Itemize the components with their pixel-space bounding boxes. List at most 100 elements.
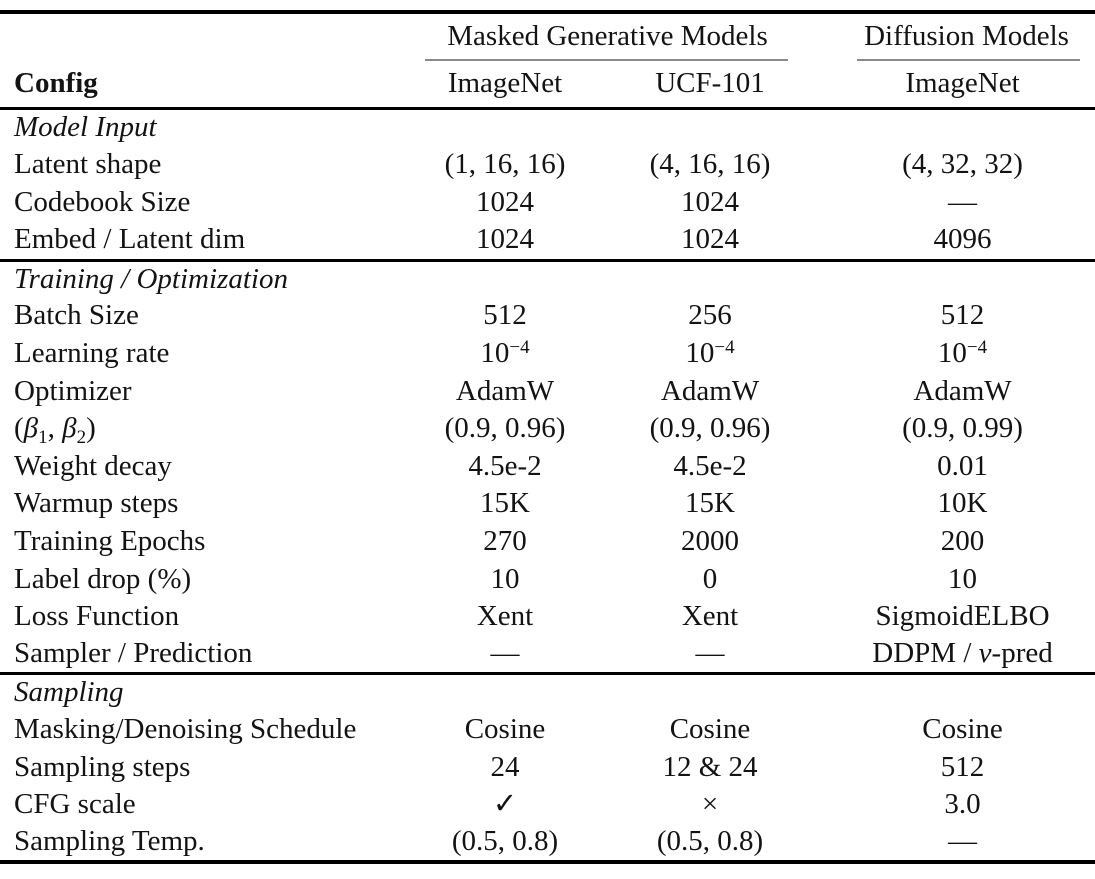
group-header-diffusion: Diffusion Models xyxy=(864,19,1069,52)
row-weight-decay: Weight decay 4.5e-2 4.5e-2 0.01 xyxy=(0,448,1095,486)
row-label: Optimizer xyxy=(14,374,132,407)
cell-value: 4.5e-2 xyxy=(468,449,542,482)
lr-base: 10 xyxy=(480,337,510,370)
row-label: Sampler / Prediction xyxy=(14,637,253,670)
row-latent-shape: Latent shape (1, 16, 16) (4, 16, 16) (4,… xyxy=(0,146,1095,184)
cell-value: Xent xyxy=(681,600,739,633)
section-title-sampling: Sampling xyxy=(14,676,124,709)
row-label: CFG scale xyxy=(14,788,136,821)
row-label: Codebook Size xyxy=(14,186,191,219)
cell-value: 10−4 xyxy=(830,335,1095,373)
row-label: Sampling steps xyxy=(14,750,191,783)
row-warmup-steps: Warmup steps 15K 15K 10K xyxy=(0,486,1095,524)
cell-value: 1024 xyxy=(476,186,534,219)
cell-value: 512 xyxy=(940,750,985,783)
cmidrule-masked-generative xyxy=(425,59,789,61)
cell-value: 10−4 xyxy=(590,335,830,373)
row-betas: (β1, β2) (0.9, 0.96) (0.9, 0.96) (0.9, 0… xyxy=(0,410,1095,448)
row-learning-rate: Learning rate 10−4 10−4 10−4 xyxy=(0,335,1095,373)
cell-value: 15K xyxy=(480,487,530,520)
row-sampling-temp: Sampling Temp. (0.5, 0.8) (0.5, 0.8) — xyxy=(0,824,1095,862)
beta1-subscript: 1 xyxy=(38,426,48,448)
row-embed-latent-dim: Embed / Latent dim 1024 1024 4096 xyxy=(0,222,1095,260)
cell-value: (0.9, 0.96) xyxy=(649,412,771,445)
config-column-header: Config xyxy=(14,66,98,99)
row-label: Loss Function xyxy=(14,600,180,633)
cell-value: 1024 xyxy=(476,223,534,256)
section-title-row: Sampling xyxy=(0,674,1095,712)
cell-value: SigmoidELBO xyxy=(875,600,1050,633)
cell-value: 0.01 xyxy=(937,449,988,482)
cell-value: 12 & 24 xyxy=(662,750,758,783)
cell-value: — xyxy=(490,637,520,670)
beta-open-paren: ( xyxy=(14,412,24,445)
cell-value: (4, 32, 32) xyxy=(902,148,1023,181)
row-optimizer: Optimizer AdamW AdamW AdamW xyxy=(0,373,1095,411)
cell-value: 10 xyxy=(490,562,520,595)
cell-value: (0.9, 0.96) xyxy=(444,412,566,445)
lr-base: 10 xyxy=(937,337,967,370)
empty-corner-cell xyxy=(0,12,420,59)
cell-value: (0.5, 0.8) xyxy=(656,824,764,857)
section-training-optimization: Training / Optimization Batch Size 512 2… xyxy=(0,260,1095,674)
col-header-mgm-imagenet: ImageNet xyxy=(447,66,563,99)
cell-value: 1024 xyxy=(681,186,739,219)
section-title-row: Training / Optimization xyxy=(0,260,1095,298)
sampler-pre-text: DDPM / xyxy=(872,637,979,670)
row-label: Sampling Temp. xyxy=(14,824,205,857)
cmidrule-row xyxy=(0,59,1095,61)
row-loss-function: Loss Function Xent Xent SigmoidELBO xyxy=(0,598,1095,636)
beta-separator: , xyxy=(47,412,63,445)
cell-value: — xyxy=(948,186,978,219)
column-header-row: Config ImageNet UCF-101 ImageNet xyxy=(0,61,1095,108)
row-label: Latent shape xyxy=(14,148,162,181)
row-cfg-scale: CFG scale ✓ × 3.0 xyxy=(0,786,1095,824)
row-sampler-prediction: Sampler / Prediction — — DDPM / v-pred xyxy=(0,636,1095,674)
col-header-dm-imagenet: ImageNet xyxy=(905,66,1020,99)
cell-value: — xyxy=(695,637,725,670)
cell-value: Cosine xyxy=(669,712,751,745)
cell-value: AdamW xyxy=(913,374,1012,407)
v-pred-symbol: v xyxy=(978,637,992,670)
row-label: Training Epochs xyxy=(14,525,206,557)
cell-value: 10K xyxy=(937,487,988,520)
cell-value: Xent xyxy=(476,600,534,633)
lr-exponent: −4 xyxy=(714,337,735,359)
cell-value: Cosine xyxy=(464,712,546,745)
cell-value: 512 xyxy=(940,299,985,332)
sampler-post-text: -pred xyxy=(991,637,1053,670)
row-label: Label drop (%) xyxy=(14,562,192,595)
cell-value: 10−4 xyxy=(420,335,590,373)
beta-close-paren: ) xyxy=(86,412,96,445)
row-label: Warmup steps xyxy=(14,487,179,520)
row-label: Batch Size xyxy=(14,299,139,332)
cmidrule-diffusion xyxy=(857,59,1081,61)
row-label: Learning rate xyxy=(14,337,170,370)
cell-value: 0 xyxy=(702,562,718,595)
group-header-masked-generative: Masked Generative Models xyxy=(447,19,768,52)
row-training-epochs: Training Epochs 270 2000 200 xyxy=(0,523,1095,561)
cell-value: 1024 xyxy=(681,223,739,256)
row-label: Masking/Denoising Schedule xyxy=(14,712,357,745)
section-title-row: Model Input xyxy=(0,108,1095,146)
cell-value: 2000 xyxy=(681,525,739,557)
cell-value: (4, 16, 16) xyxy=(649,148,771,181)
cell-value: 4096 xyxy=(933,223,992,256)
cell-value: 200 xyxy=(940,525,985,557)
cell-value: 10 xyxy=(948,562,978,595)
row-label: (β1, β2) xyxy=(0,410,420,448)
row-label-drop: Label drop (%) 10 0 10 xyxy=(0,561,1095,599)
section-sampling: Sampling Masking/Denoising Schedule Cosi… xyxy=(0,673,1095,862)
cell-value: 4.5e-2 xyxy=(673,449,747,482)
beta2-subscript: 2 xyxy=(76,426,87,448)
row-sampling-steps: Sampling steps 24 12 & 24 512 xyxy=(0,749,1095,787)
cell-value: AdamW xyxy=(660,374,760,407)
group-header-row: Masked Generative Models Diffusion Model… xyxy=(0,12,1095,59)
section-model-input: Model Input Latent shape (1, 16, 16) (4,… xyxy=(0,108,1095,260)
cell-checkmark: ✓ xyxy=(492,788,518,821)
cell-value: Cosine xyxy=(922,712,1003,745)
lr-exponent: −4 xyxy=(509,337,530,359)
cell-value: (0.9, 0.99) xyxy=(902,412,1023,445)
table-header: Masked Generative Models Diffusion Model… xyxy=(0,12,1095,108)
